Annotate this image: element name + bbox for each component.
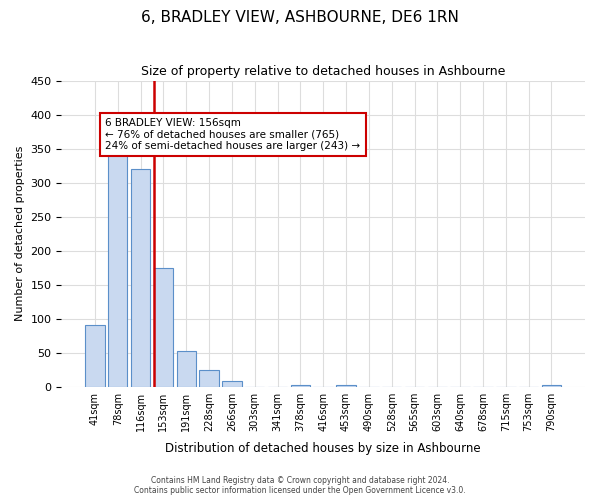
X-axis label: Distribution of detached houses by size in Ashbourne: Distribution of detached houses by size … (166, 442, 481, 455)
Bar (131, 169, 150, 386)
Bar (542, 384, 561, 386)
Text: 6, BRADLEY VIEW, ASHBOURNE, DE6 1RN: 6, BRADLEY VIEW, ASHBOURNE, DE6 1RN (141, 10, 459, 25)
Bar (85, 326, 104, 386)
Y-axis label: Number of detached properties: Number of detached properties (15, 146, 25, 322)
Bar (222, 380, 242, 386)
Bar (290, 384, 310, 386)
Title: Size of property relative to detached houses in Ashbourne: Size of property relative to detached ho… (141, 65, 505, 78)
Bar (108, 152, 127, 386)
Text: Contains HM Land Registry data © Crown copyright and database right 2024.
Contai: Contains HM Land Registry data © Crown c… (134, 476, 466, 495)
Bar (176, 350, 196, 386)
Bar (337, 384, 356, 386)
Bar (154, 268, 173, 386)
Text: 6 BRADLEY VIEW: 156sqm
← 76% of detached houses are smaller (765)
24% of semi-de: 6 BRADLEY VIEW: 156sqm ← 76% of detached… (105, 118, 361, 151)
Bar (199, 370, 219, 386)
